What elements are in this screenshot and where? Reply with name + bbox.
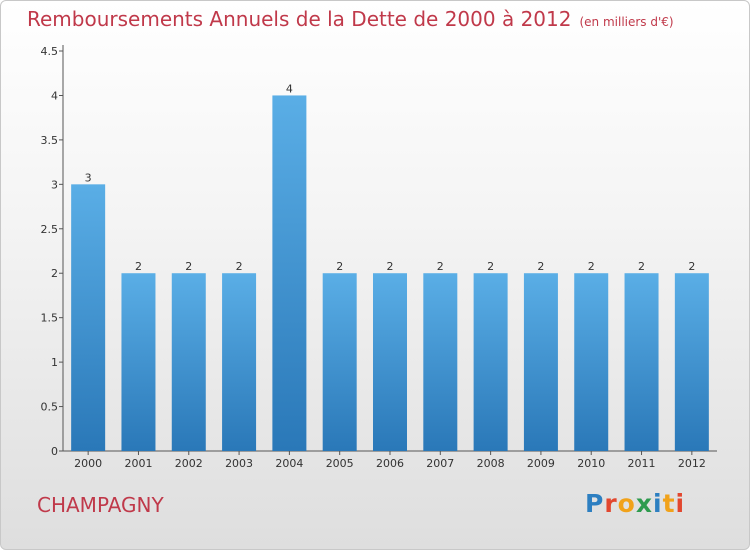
y-tick-label: 2 (51, 267, 58, 280)
x-tick-label: 2004 (275, 457, 303, 470)
y-tick-label: 0 (51, 445, 58, 458)
bar-data-label: 2 (135, 260, 142, 273)
x-tick-label: 2000 (74, 457, 102, 470)
logo-letter: i (653, 489, 663, 518)
bar (473, 273, 508, 451)
bar-data-label: 2 (236, 260, 243, 273)
y-tick-label: 1 (51, 356, 58, 369)
x-tick-label: 2001 (124, 457, 152, 470)
bar (373, 273, 407, 451)
y-tick-label: 0.5 (41, 401, 59, 414)
bar-data-label: 4 (286, 82, 293, 95)
logo-letter: o (617, 489, 636, 518)
y-tick-label: 4 (51, 89, 58, 102)
logo-letter: x (635, 489, 653, 518)
bar (674, 273, 709, 451)
x-tick-label: 2007 (426, 457, 454, 470)
chart-title: Remboursements Annuels de la Dette de 20… (27, 7, 674, 31)
y-tick-label: 2.5 (41, 223, 59, 236)
chart-title-main: Remboursements Annuels de la Dette de 20… (27, 7, 572, 31)
bar-data-label: 2 (688, 260, 695, 273)
y-tick-label: 3 (51, 178, 58, 191)
logo-letter: P (585, 489, 605, 518)
bar-data-label: 3 (85, 171, 92, 184)
bar-data-label: 2 (185, 260, 192, 273)
logo-letter: i (675, 489, 686, 518)
bar (624, 273, 659, 451)
x-tick-label: 2009 (527, 457, 555, 470)
bar-data-label: 2 (588, 260, 595, 273)
x-tick-label: 2011 (628, 457, 656, 470)
bar (423, 273, 458, 451)
x-tick-label: 2008 (477, 457, 505, 470)
commune-name: CHAMPAGNY (37, 493, 164, 517)
bar (523, 273, 558, 451)
bar-data-label: 2 (336, 260, 343, 273)
x-tick-label: 2005 (326, 457, 354, 470)
bar (71, 184, 106, 452)
x-tick-label: 2003 (225, 457, 253, 470)
proxiti-logo: Proxiti (585, 489, 685, 518)
y-tick-label: 1.5 (41, 312, 59, 325)
bar (222, 273, 257, 451)
bar (322, 273, 357, 451)
bar (272, 95, 307, 451)
x-tick-label: 2012 (678, 457, 706, 470)
bar (171, 273, 206, 451)
logo-letter: t (662, 489, 676, 518)
x-tick-label: 2006 (376, 457, 404, 470)
x-tick-label: 2002 (175, 457, 203, 470)
logo-letter: r (604, 489, 618, 518)
y-tick-label: 3.5 (41, 134, 59, 147)
bar (574, 273, 609, 451)
y-tick-label: 4.5 (41, 45, 59, 58)
bar-data-label: 2 (537, 260, 544, 273)
x-tick-label: 2010 (577, 457, 605, 470)
bar (121, 273, 156, 451)
chart-title-unit: (en milliers d'€) (579, 15, 674, 29)
bar-data-label: 2 (437, 260, 444, 273)
bar-data-label: 2 (487, 260, 494, 273)
bar-data-label: 2 (387, 260, 394, 273)
bar-data-label: 2 (638, 260, 645, 273)
